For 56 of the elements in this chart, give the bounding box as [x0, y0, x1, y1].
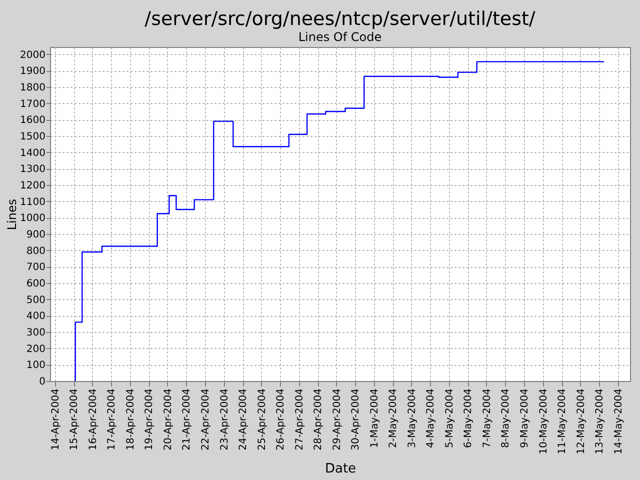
x-tick-label: 12-May-2004	[576, 388, 587, 454]
y-tick-label: 800	[26, 246, 46, 257]
y-tick-label: 2000	[20, 50, 46, 61]
x-axis-title: Date	[324, 461, 356, 476]
y-tick-label: 1300	[20, 164, 46, 176]
x-tick-label: 8-May-2004	[500, 388, 512, 448]
x-tick-label: 4-May-2004	[426, 388, 437, 448]
x-tick-label: 18-Apr-2004	[125, 388, 136, 450]
x-tick-label: 19-Apr-2004	[144, 388, 156, 450]
x-tick-label: 25-Apr-2004	[256, 388, 268, 450]
x-tick-label: 13-May-2004	[594, 388, 606, 454]
y-tick-label: 1100	[20, 196, 46, 208]
y-tick-label: 400	[26, 311, 46, 322]
x-tick-label: 7-May-2004	[482, 388, 493, 448]
x-tick-label: 10-May-2004	[538, 388, 550, 454]
x-tick-label: 26-Apr-2004	[276, 388, 287, 450]
y-tick-label: 1600	[20, 115, 46, 126]
y-tick-label: 1700	[20, 98, 46, 110]
y-tick-label: 1500	[20, 132, 46, 143]
x-tick-label: 28-Apr-2004	[313, 388, 324, 450]
x-tick-label: 21-Apr-2004	[182, 388, 193, 450]
x-tick-label: 30-Apr-2004	[350, 388, 362, 450]
chart-subtitle: Lines Of Code	[298, 30, 382, 44]
y-tick-label: 900	[26, 230, 46, 241]
y-tick-label: 100	[26, 360, 46, 372]
x-tick-label: 1-May-2004	[369, 388, 380, 448]
y-tick-label: 1800	[20, 82, 46, 94]
x-tick-label: 17-Apr-2004	[106, 388, 118, 450]
x-tick-label: 5-May-2004	[444, 388, 456, 448]
x-tick-label: 14-Apr-2004	[50, 388, 62, 450]
x-tick-label: 3-May-2004	[406, 388, 418, 448]
y-tick-label: 600	[26, 278, 46, 290]
x-tick-label: 22-Apr-2004	[200, 388, 212, 450]
x-tick-label: 27-Apr-2004	[294, 388, 306, 450]
y-tick-label: 500	[26, 294, 46, 306]
x-tick-label: 24-Apr-2004	[238, 388, 250, 450]
y-tick-label: 0	[39, 376, 46, 388]
y-tick-label: 200	[26, 344, 46, 355]
y-tick-label: 700	[26, 262, 46, 274]
x-tick-label: 11-May-2004	[557, 388, 568, 454]
x-tick-label: 2-May-2004	[388, 388, 400, 448]
y-tick-label: 1000	[20, 213, 46, 224]
y-axis-title: Lines	[5, 198, 20, 230]
x-tick-label: 14-May-2004	[613, 388, 624, 454]
y-tick-label: 300	[26, 328, 46, 338]
x-tick-label: 29-Apr-2004	[332, 388, 343, 450]
y-tick-label: 1900	[20, 66, 46, 78]
y-tick-label: 1400	[20, 148, 46, 159]
x-tick-label: 16-Apr-2004	[88, 388, 99, 450]
y-tick-label: 1200	[20, 180, 46, 192]
x-tick-label: 15-Apr-2004	[69, 388, 80, 450]
x-tick-label: 23-Apr-2004	[219, 388, 230, 450]
chart-title: /server/src/org/nees/ntcp/server/util/test/	[144, 8, 536, 30]
x-tick-label: 20-Apr-2004	[162, 388, 174, 450]
x-tick-label: 6-May-2004	[463, 388, 474, 448]
x-tick-label: 9-May-2004	[519, 388, 530, 448]
